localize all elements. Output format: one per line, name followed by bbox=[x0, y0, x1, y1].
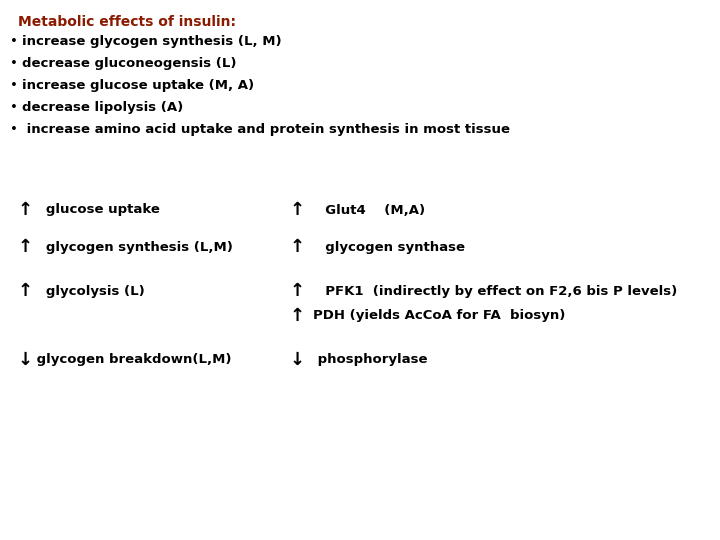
Text: •: • bbox=[10, 57, 18, 70]
Text: glucose uptake: glucose uptake bbox=[32, 204, 160, 217]
Text: decrease lipolysis (A): decrease lipolysis (A) bbox=[22, 101, 184, 114]
Text: PDH (yields AcCoA for FA  biosyn): PDH (yields AcCoA for FA biosyn) bbox=[313, 309, 565, 322]
Text: •: • bbox=[10, 79, 18, 92]
Text: •: • bbox=[10, 123, 18, 136]
Text: ↑: ↑ bbox=[290, 307, 305, 325]
Text: ↓: ↓ bbox=[290, 351, 305, 369]
Text: glycogen synthase: glycogen synthase bbox=[316, 240, 465, 253]
Text: •: • bbox=[10, 101, 18, 114]
Text: glycolysis (L): glycolysis (L) bbox=[32, 285, 145, 298]
Text: ↑: ↑ bbox=[290, 201, 305, 219]
Text: decrease gluconeogensis (L): decrease gluconeogensis (L) bbox=[22, 57, 236, 70]
Text: •: • bbox=[10, 35, 18, 48]
Text: ↑: ↑ bbox=[290, 238, 305, 256]
Text: PFK1  (indirectly by effect on F2,6 bis P levels): PFK1 (indirectly by effect on F2,6 bis P… bbox=[316, 285, 678, 298]
Text: increase glycogen synthesis (L, M): increase glycogen synthesis (L, M) bbox=[22, 35, 282, 48]
Text: ↑: ↑ bbox=[18, 201, 33, 219]
Text: increase glucose uptake (M, A): increase glucose uptake (M, A) bbox=[22, 79, 254, 92]
Text: Glut4    (M,A): Glut4 (M,A) bbox=[316, 204, 425, 217]
Text: glycogen breakdown(L,M): glycogen breakdown(L,M) bbox=[32, 354, 232, 367]
Text: increase amino acid uptake and protein synthesis in most tissue: increase amino acid uptake and protein s… bbox=[22, 123, 510, 136]
Text: ↑: ↑ bbox=[18, 238, 33, 256]
Text: ↓: ↓ bbox=[18, 351, 33, 369]
Text: Metabolic effects of insulin:: Metabolic effects of insulin: bbox=[18, 15, 236, 29]
Text: phosphorylase: phosphorylase bbox=[313, 354, 428, 367]
Text: ↑: ↑ bbox=[18, 282, 33, 300]
Text: glycogen synthesis (L,M): glycogen synthesis (L,M) bbox=[32, 240, 233, 253]
Text: ↑: ↑ bbox=[290, 282, 305, 300]
